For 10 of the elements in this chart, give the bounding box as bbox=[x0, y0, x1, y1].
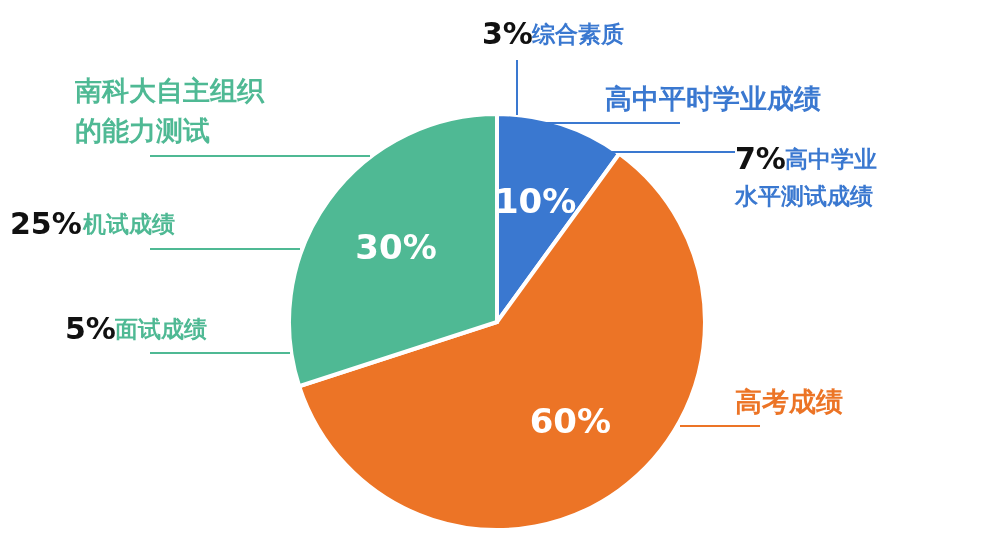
text: 3%综合素质 bbox=[482, 16, 624, 51]
text: 5%面试成绩 bbox=[65, 311, 207, 346]
text: 25%机试成绩 bbox=[10, 206, 175, 241]
data-label: 30% bbox=[355, 226, 437, 267]
data-label: 60% bbox=[529, 400, 612, 441]
slice-label: 南科大自主组织的能力测试 bbox=[74, 75, 265, 146]
data-label: 10% bbox=[494, 181, 577, 222]
text: 7%高中学业水平测试成绩 bbox=[734, 141, 877, 209]
slice-label: 高考成绩 bbox=[735, 386, 843, 417]
slice-label: 高中平时学业成绩 bbox=[605, 83, 821, 114]
